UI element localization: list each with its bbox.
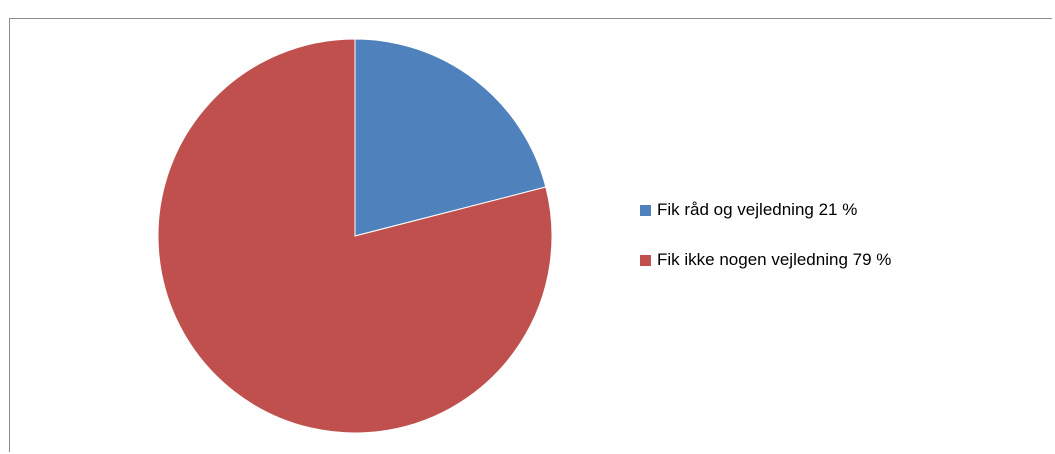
legend: Fik råd og vejledning 21 % Fik ikke noge… — [640, 195, 1040, 295]
legend-swatch-fik-raad — [640, 204, 651, 216]
legend-swatch-fik-ikke — [640, 254, 651, 266]
legend-item-fik-raad: Fik råd og vejledning 21 % — [640, 195, 1040, 225]
legend-item-fik-ikke: Fik ikke nogen vejledning 79 % — [640, 245, 1040, 275]
pie-slice-fik-ikke — [157, 38, 553, 434]
legend-label-fik-raad: Fik råd og vejledning 21 % — [657, 200, 858, 219]
legend-label-fik-ikke: Fik ikke nogen vejledning 79 % — [657, 250, 892, 269]
pie-slice-fik-raad — [354, 38, 547, 237]
